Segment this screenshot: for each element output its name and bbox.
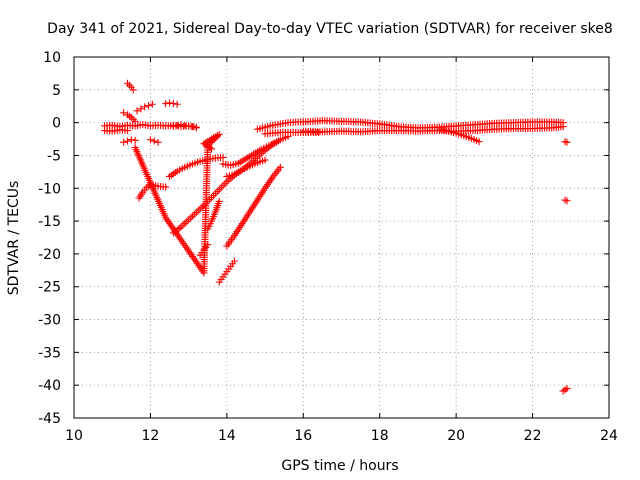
data-point [131,117,139,125]
data-point [215,197,223,205]
data-point [475,138,483,146]
data-point [150,137,158,145]
x-tick-label: 18 [371,428,389,444]
data-point [127,136,135,144]
series-arc-4 [215,257,238,286]
data-point [563,138,571,146]
y-tick-label: -35 [38,345,61,361]
data-point [137,105,145,113]
series-band-1 [101,126,131,135]
tick-labels: 10 12 14 16 18 20 22 24 10 5 0 -5 -10 -15 -20 -25 -30 -35… [38,50,618,444]
data-point [219,153,227,161]
data-point [145,102,153,110]
data-point [124,127,131,135]
x-tick-label: 20 [447,428,465,444]
series-tail [437,125,483,146]
series-cluster-d [162,99,181,108]
series-cluster-b [124,79,137,94]
data-point [276,163,284,171]
data-point [261,156,269,164]
x-tick-label: 14 [218,428,236,444]
series-cluster-a [120,109,139,125]
x-axis-label: GPS time / hours [281,458,398,474]
x-tick-label: 16 [294,428,312,444]
data-point [173,121,181,129]
data-point [166,99,174,107]
axis-ticks [73,56,610,419]
data-point [192,124,200,132]
grid [74,57,609,418]
data-point [162,100,170,108]
data-point [188,123,196,131]
data-point [146,136,154,144]
y-tick-label: 5 [52,83,61,99]
y-tick-label: -45 [38,411,61,427]
series-arc-5 [223,163,284,250]
data-point [129,86,137,94]
y-tick-label: -5 [47,148,61,164]
data-point [148,100,156,108]
data-point [141,103,149,111]
data-point [131,136,139,144]
y-tick-label: -40 [38,378,61,394]
series-late-1 [561,138,571,146]
y-axis-label: SDTVAR / TECUs [6,181,22,296]
data-point [181,121,189,129]
data-point [559,123,567,131]
series-cluster-g [169,121,200,132]
data-point [315,128,323,136]
data-point [133,107,141,115]
y-tick-label: 0 [52,116,61,132]
data-point [154,138,162,146]
data-point [169,123,177,131]
y-tick-label: -10 [38,181,61,197]
y-tick-label: -30 [38,313,61,329]
chart-title: Day 341 of 2021, Sidereal Day-to-day VTE… [47,21,613,37]
data-point [563,384,571,392]
data-point [162,183,170,191]
series-late-3 [559,384,571,395]
y-tick-label: -25 [38,280,61,296]
x-tick-label: 10 [65,428,83,444]
data-point [177,121,185,129]
x-tick-label: 12 [142,428,160,444]
data-point [563,197,571,205]
series-cluster-f [146,136,162,146]
data-point [169,100,177,108]
y-tick-label: -20 [38,247,61,263]
series-band-low [299,123,567,136]
series-arc-9 [223,132,292,180]
series-late-2 [561,196,571,205]
y-tick-label: 10 [43,50,61,66]
data-point [173,100,181,108]
series-cluster-c [133,100,156,115]
data-point [208,145,216,153]
plot-frame [73,56,610,419]
x-tick-label: 22 [524,428,542,444]
series-arc-6 [204,197,223,233]
series-main-band [299,117,567,132]
x-tick-label: 24 [600,428,618,444]
data-point [120,138,128,146]
data-point [185,122,193,130]
y-tick-label: -15 [38,214,61,230]
data-point [124,137,131,145]
series-sparse [131,130,223,277]
series-cluster-e [120,136,139,146]
data-point [231,257,238,265]
series-arc-2 [166,153,227,180]
series-arc-10 [253,118,307,133]
data-points [101,79,571,395]
data-point [120,109,128,117]
